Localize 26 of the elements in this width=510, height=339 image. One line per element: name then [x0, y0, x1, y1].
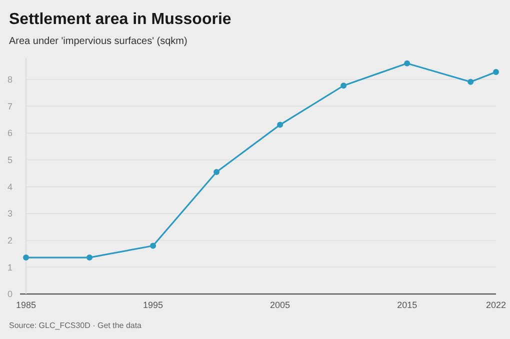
point: [404, 60, 410, 66]
y-tick-label: 7: [7, 101, 13, 112]
point: [150, 242, 156, 249]
y-tick-label: 2: [7, 236, 13, 246]
point: [493, 68, 499, 75]
point: [86, 254, 93, 261]
y-tick-label: 5: [7, 155, 13, 166]
y-tick-label: 3: [7, 208, 13, 219]
x-tick-label: 1995: [143, 300, 164, 310]
chart-subtitle: Area under 'impervious surfaces' (sqkm): [9, 36, 188, 47]
x-tick-label: 2005: [270, 300, 290, 310]
source-note: Source: GLC_FCS30D · Get the data: [9, 321, 142, 330]
y-tick-label: 4: [7, 182, 13, 192]
point: [214, 168, 220, 175]
point: [23, 254, 29, 261]
y-tick-label: 6: [7, 128, 13, 138]
x-tick-label: 2022: [486, 300, 506, 310]
point: [468, 78, 474, 85]
point: [340, 82, 347, 89]
x-tick-label: 2015: [397, 300, 418, 310]
y-tick-label: 1: [7, 262, 13, 272]
x-tick-label: 1985: [16, 300, 36, 310]
y-tick-label: 8: [7, 74, 13, 85]
point: [277, 122, 284, 128]
chart-title: Settlement area in Mussoorie: [9, 11, 232, 28]
y-tick-label: 0: [7, 289, 13, 300]
